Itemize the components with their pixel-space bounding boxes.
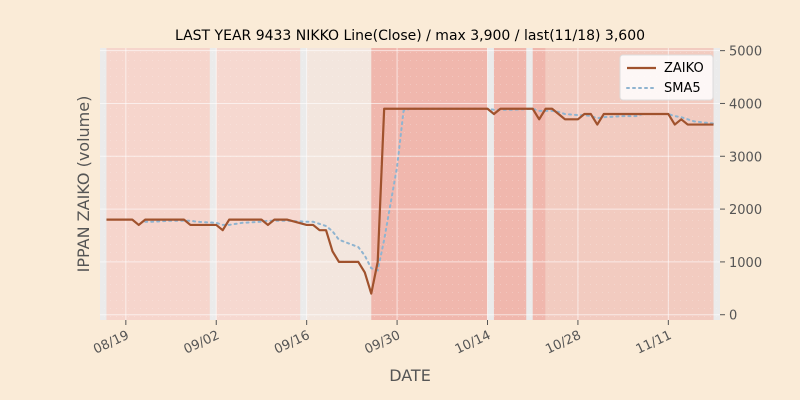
series-lines xyxy=(106,107,715,295)
plot-area xyxy=(100,48,720,320)
y-tick-label: 0 xyxy=(729,309,737,324)
series-line-sma5 xyxy=(144,107,715,272)
legend-label-zaiko: ZAIKO xyxy=(664,61,704,76)
legend-label-sma5: SMA5 xyxy=(664,81,701,96)
y-tick-label: 5000 xyxy=(729,45,762,60)
background-band xyxy=(306,48,372,320)
y-tick-label: 4000 xyxy=(729,97,762,112)
background-band xyxy=(216,48,301,320)
series-line-zaiko xyxy=(106,107,714,295)
x-axis-label: DATE xyxy=(389,366,431,385)
y-tick-label: 2000 xyxy=(729,203,762,218)
legend: ZAIKO SMA5 xyxy=(619,54,714,101)
background-band xyxy=(532,48,546,320)
legend-box xyxy=(619,54,714,101)
background-band xyxy=(371,48,488,320)
y-axis: 0 1000 2000 3000 4000 5000 xyxy=(720,45,762,324)
y-axis-label: IPPAN ZAIKO (volume) xyxy=(74,96,93,273)
y-tick-label: 3000 xyxy=(729,150,762,165)
background-band xyxy=(106,48,210,320)
background-bands xyxy=(106,48,714,320)
chart-title: LAST YEAR 9433 NIKKO Line(Close) / max 3… xyxy=(175,28,645,44)
background-band xyxy=(493,48,527,320)
y-tick-label: 1000 xyxy=(729,256,762,271)
